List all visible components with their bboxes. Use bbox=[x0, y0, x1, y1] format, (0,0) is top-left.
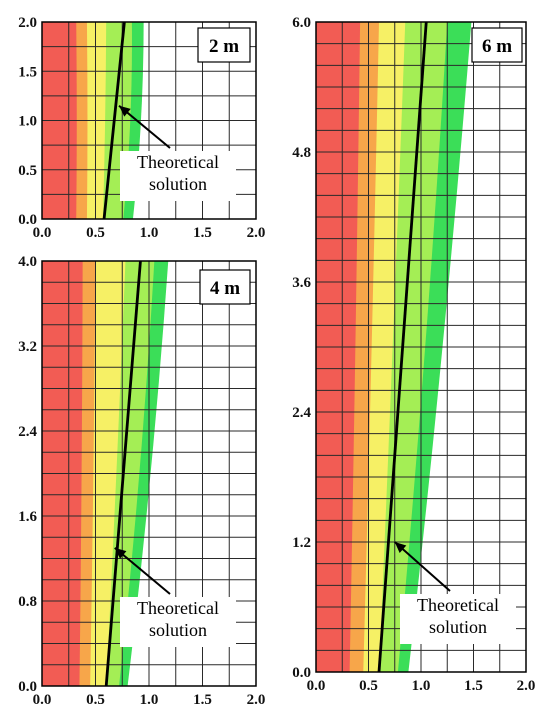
arrow-head bbox=[394, 542, 407, 554]
x-tick-label: 0.5 bbox=[86, 692, 105, 708]
x-tick-label: 0.5 bbox=[359, 678, 378, 694]
panel-label: 4 m bbox=[210, 278, 240, 299]
y-tick-label: 4.0 bbox=[18, 254, 37, 270]
y-tick-label: 1.0 bbox=[18, 114, 37, 130]
panel-label-box bbox=[199, 269, 251, 305]
y-tick-label: 1.2 bbox=[292, 535, 311, 551]
panel-3: 0.0 0.5 1.0 1.5 2.0 0.0 1.2 2.4 3.6 4.8 6.0 6 m Theo… bbox=[292, 15, 535, 694]
arrow-head bbox=[119, 105, 131, 117]
y-tick-label: 0.0 bbox=[292, 665, 311, 681]
annotation-text: Theoretical bbox=[137, 598, 219, 618]
theoretical-line bbox=[104, 260, 142, 687]
annotation-arrow bbox=[118, 104, 171, 149]
x-tick-label: 0.5 bbox=[86, 225, 105, 241]
panel-1: 0.0 0.5 1.0 1.5 2.0 0.0 0.5 1.0 1.5 2.0 2 m Theoret… bbox=[18, 15, 265, 241]
y-tick-label: 2.4 bbox=[18, 424, 37, 440]
annotation-arrow bbox=[114, 547, 171, 595]
y-tick-label: 0.8 bbox=[18, 594, 37, 610]
plot-frame bbox=[41, 21, 257, 220]
panel-label: 6 m bbox=[482, 36, 512, 57]
x-tick-label: 0.0 bbox=[33, 225, 52, 241]
x-tick-label: 1.0 bbox=[412, 678, 431, 694]
y-tick-label: 3.6 bbox=[292, 275, 311, 291]
y-tick-label: 3.2 bbox=[18, 339, 37, 355]
grid bbox=[315, 21, 527, 673]
annotation-text: solution bbox=[149, 620, 207, 640]
x-tick-label: 2.0 bbox=[247, 692, 266, 708]
annotation-background bbox=[120, 597, 236, 647]
annotation-text: solution bbox=[429, 617, 487, 637]
x-tick-label: 1.0 bbox=[140, 225, 159, 241]
y-tick-label: 0.0 bbox=[18, 679, 37, 695]
theoretical-line bbox=[102, 21, 126, 220]
annotation-background bbox=[120, 151, 236, 201]
arrow-head bbox=[114, 547, 127, 559]
x-tick-label: 1.0 bbox=[140, 692, 159, 708]
annotation-text: Theoretical bbox=[417, 595, 499, 615]
annotation-arrow bbox=[394, 541, 451, 592]
x-tick-label: 1.5 bbox=[193, 225, 212, 241]
panel-label: 2 m bbox=[209, 36, 239, 57]
plot-frame bbox=[315, 21, 527, 673]
theoretical-line bbox=[377, 21, 428, 673]
x-tick-label: 0.0 bbox=[33, 692, 52, 708]
panel-2: 0.0 0.5 1.0 1.5 2.0 0.0 0.8 1.6 2.4 3.2 4.0 4 m Theo… bbox=[18, 254, 265, 708]
y-tick-label: 2.4 bbox=[292, 405, 311, 421]
y-tick-label: 4.8 bbox=[292, 145, 311, 161]
plot-frame bbox=[41, 260, 257, 687]
x-tick-label: 1.5 bbox=[193, 692, 212, 708]
panel-label-box bbox=[471, 27, 523, 63]
y-tick-label: 1.5 bbox=[18, 64, 37, 80]
y-tick-label: 0.5 bbox=[18, 163, 37, 179]
annotation-background bbox=[400, 594, 516, 644]
x-tick-label: 0.0 bbox=[307, 678, 326, 694]
y-tick-label: 0.0 bbox=[18, 212, 37, 228]
annotation-text: Theoretical bbox=[137, 152, 219, 172]
y-tick-label: 6.0 bbox=[292, 15, 311, 31]
x-tick-label: 1.5 bbox=[464, 678, 483, 694]
x-tick-label: 2.0 bbox=[247, 225, 266, 241]
panel-label-box bbox=[197, 27, 251, 63]
annotation-text: solution bbox=[149, 174, 207, 194]
y-tick-label: 1.6 bbox=[18, 509, 37, 525]
x-tick-label: 2.0 bbox=[517, 678, 536, 694]
y-tick-label: 2.0 bbox=[18, 15, 37, 31]
